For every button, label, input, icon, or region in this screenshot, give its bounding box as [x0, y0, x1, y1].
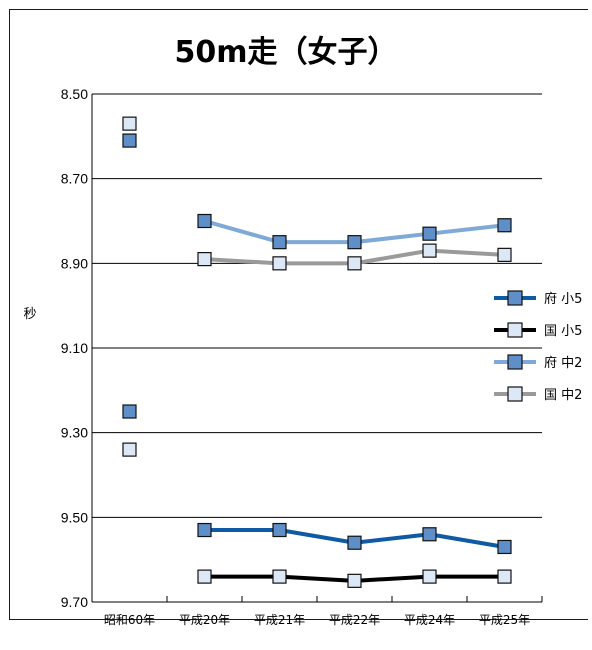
legend-label: 国 中2: [544, 388, 582, 403]
data-point: [347, 235, 362, 250]
data-point: [197, 252, 212, 267]
data-point: [272, 235, 287, 250]
axes: [91, 94, 543, 603]
x-tick-label: 平成25年: [479, 613, 530, 627]
data-point: [347, 573, 362, 588]
data-point: [347, 256, 362, 271]
legend: 府 小5 国 小5 府 中2 国 中2: [494, 290, 582, 403]
data-point: [272, 256, 287, 271]
y-tick-labels: 8.50 8.70 8.90 9.10 9.30 9.50 9.70: [61, 86, 88, 610]
y-tick-label: 8.90: [61, 255, 88, 271]
x-tick-label: 平成21年: [254, 613, 305, 627]
data-point: [497, 218, 512, 233]
x-tick-label: 昭和60年: [104, 613, 155, 627]
data-point: [122, 116, 137, 131]
series-group: [122, 116, 512, 588]
data-point: [197, 569, 212, 584]
y-tick-label: 9.10: [61, 340, 88, 356]
legend-label: 国 小5: [544, 324, 582, 339]
y-tick-label: 9.50: [61, 509, 88, 525]
data-point: [347, 535, 362, 550]
x-tick-label: 平成20年: [179, 613, 230, 627]
data-point: [422, 527, 437, 542]
data-point: [197, 522, 212, 538]
y-tick-label: 8.50: [61, 86, 88, 102]
data-point: [272, 569, 287, 584]
chart-frame: [9, 9, 588, 620]
legend-label: 府 中2: [544, 356, 582, 371]
legend-marker: [507, 290, 523, 306]
legend-marker: [507, 322, 523, 338]
gridlines: [92, 93, 542, 518]
data-point: [122, 133, 137, 148]
data-point: [422, 243, 437, 258]
y-axis-label: 秒: [23, 307, 36, 322]
data-point: [422, 226, 437, 241]
data-point: [122, 442, 137, 457]
x-tick-labels: 昭和60年 平成20年 平成21年 平成22年 平成24年 平成25年: [104, 613, 530, 627]
data-point: [197, 213, 212, 229]
legend-label: 府 小5: [544, 292, 582, 307]
x-tick-label: 平成24年: [404, 613, 455, 627]
data-point: [497, 569, 512, 584]
legend-marker: [507, 386, 523, 402]
data-point: [497, 539, 512, 555]
legend-marker: [507, 354, 523, 370]
data-point: [272, 522, 287, 538]
y-tick-label: 9.30: [61, 425, 88, 441]
data-point: [497, 247, 512, 262]
data-point: [122, 404, 137, 419]
data-point: [422, 569, 437, 584]
y-tick-label: 9.70: [61, 594, 88, 610]
x-tick-label: 平成22年: [329, 613, 380, 627]
y-tick-label: 8.70: [61, 171, 88, 187]
chart-title: 50m走（女子）: [174, 35, 397, 70]
